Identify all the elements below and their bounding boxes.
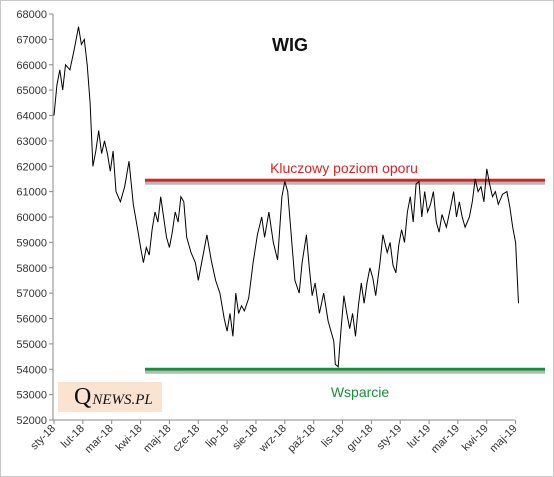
wig-series-line	[53, 26, 519, 368]
x-tick-label: maj-19	[487, 423, 519, 455]
logo-text: NEWS.PL	[92, 392, 153, 408]
x-tick-label: paź-18	[285, 423, 317, 455]
x-tick-label: kwi-19	[460, 423, 491, 454]
y-axis: 52000 53000 54000 55000 56000 57000 58000 59000…	[16, 9, 54, 427]
x-tick-label: maj-18	[141, 423, 173, 455]
y-tick-label: 64000	[16, 111, 47, 123]
y-tick-label: 57000	[16, 288, 47, 300]
y-tick-label: 68000	[16, 9, 47, 21]
chart-title: WIG	[272, 35, 308, 55]
x-tick-label: cze-18	[171, 423, 203, 455]
y-tick-label: 66000	[16, 60, 47, 72]
support-label: Wsparcie	[331, 384, 390, 400]
x-tick-label: lip-18	[204, 423, 232, 451]
x-tick-label: mar-18	[83, 423, 116, 456]
x-tick-label: sty-18	[28, 423, 58, 453]
y-tick-label: 67000	[16, 34, 47, 46]
y-tick-label: 55000	[16, 339, 47, 351]
y-tick-label: 61000	[16, 187, 47, 199]
y-tick-label: 59000	[16, 237, 47, 249]
x-tick-label: gru-18	[345, 423, 376, 454]
y-tick-label: 60000	[16, 212, 47, 224]
y-tick-label: 58000	[16, 263, 47, 275]
y-tick-label: 65000	[16, 85, 47, 97]
y-tick-label: 63000	[16, 136, 47, 148]
qnews-logo: Q NEWS.PL	[58, 382, 162, 412]
y-tick-label: 52000	[16, 415, 47, 427]
y-tick-label: 62000	[16, 161, 47, 173]
level-lines	[145, 178, 545, 374]
resistance-label: Kluczowy poziom oporu	[270, 160, 418, 176]
x-tick-label: sie-18	[230, 423, 260, 453]
x-tick-label: kwi-18	[114, 423, 145, 454]
logo-letter-q: Q	[74, 384, 92, 410]
x-tick-label: wrz-18	[256, 423, 289, 456]
x-tick-label: lis-18	[320, 423, 347, 450]
y-tick-label: 56000	[16, 314, 47, 326]
x-tick-label: sty-19	[375, 423, 405, 453]
y-tick-label: 53000	[16, 390, 47, 402]
x-tick-label: mar-19	[429, 423, 462, 456]
y-tick-label: 54000	[16, 364, 47, 376]
